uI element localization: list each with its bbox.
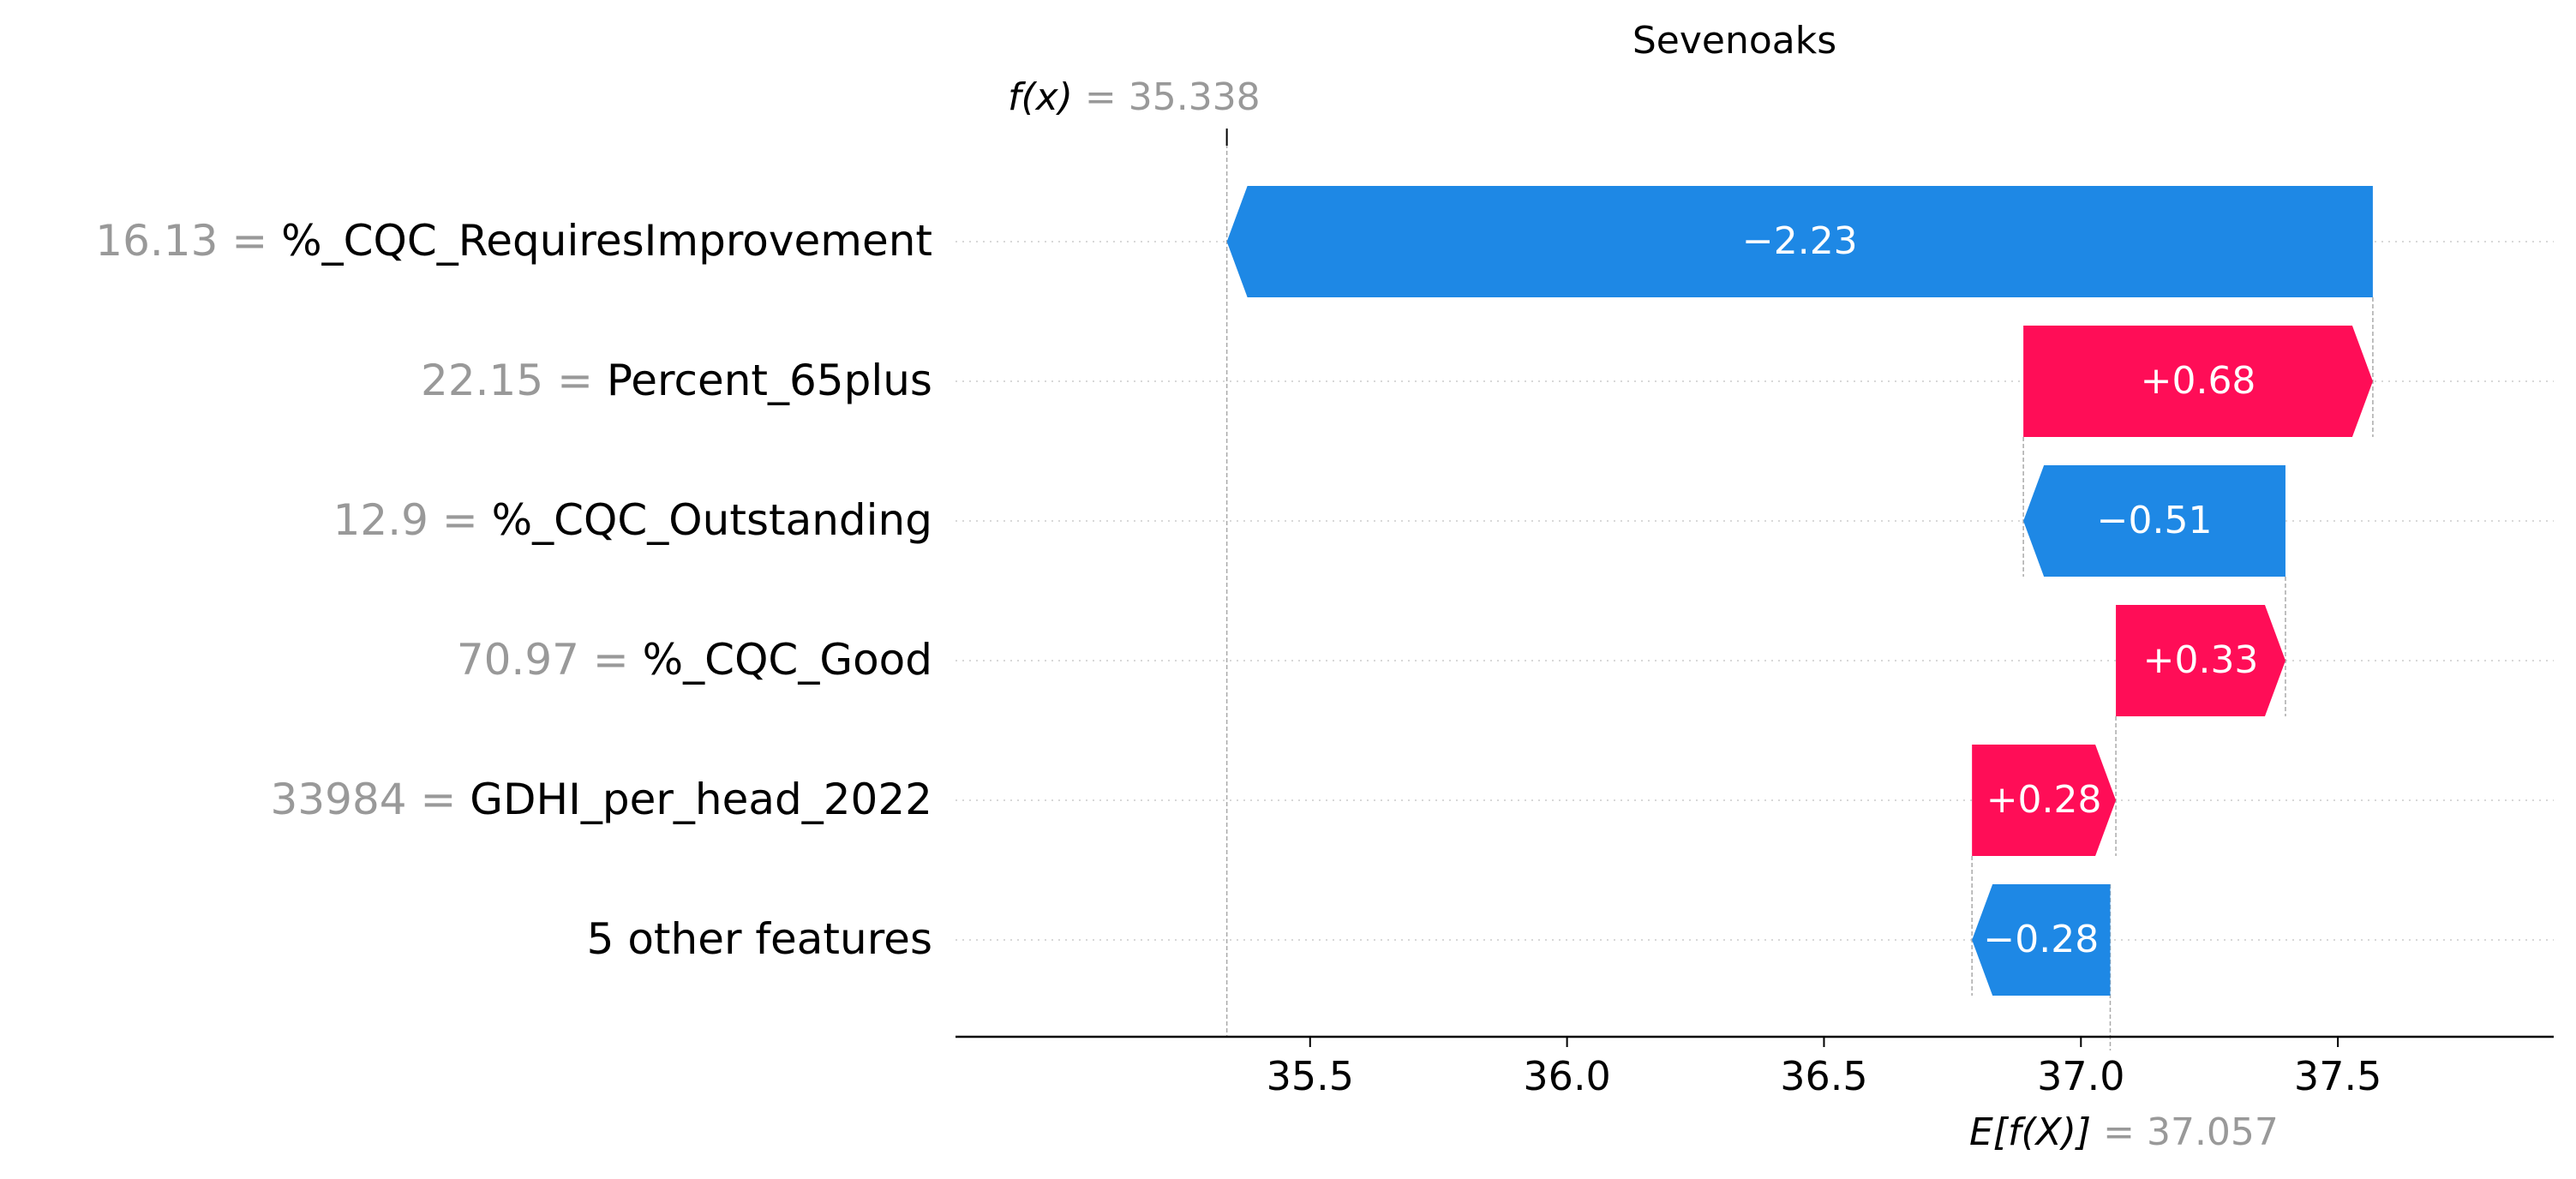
waterfall-bar: [2023, 465, 2285, 577]
fx-value: 35.338: [1129, 75, 1261, 119]
fx-annotation: f(x) = 35.338: [1008, 75, 1261, 119]
ex-equals: =: [2091, 1110, 2147, 1154]
fx-equals: =: [1073, 75, 1129, 119]
feature-value: 22.15 =: [421, 356, 607, 405]
feature-value: 33984 =: [271, 775, 470, 824]
feature-value: 12.9 =: [333, 495, 492, 545]
bar-value-label: −2.23: [1742, 219, 1858, 263]
bar-value-label: −0.51: [2097, 499, 2213, 542]
bar-value-label: +0.68: [2141, 359, 2256, 403]
waterfall-bar: [1972, 884, 2111, 996]
waterfall-bar: [2023, 326, 2373, 437]
ex-label: E[f(X)]: [1969, 1110, 2091, 1154]
feature-label: 33984 = GDHI_per_head_2022: [271, 775, 932, 824]
x-tick-label: 37.0: [2037, 1053, 2124, 1099]
x-tick-label: 36.5: [1780, 1053, 1867, 1099]
feature-label: 22.15 = Percent_65plus: [421, 356, 932, 405]
feature-name: Percent_65plus: [607, 356, 932, 405]
ex-value: 37.057: [2147, 1110, 2279, 1154]
waterfall-bar: [1226, 186, 2373, 297]
feature-name: GDHI_per_head_2022: [470, 775, 932, 824]
feature-label: 12.9 = %_CQC_Outstanding: [333, 495, 932, 545]
feature-label: 5 other features: [587, 914, 932, 964]
feature-name: %_CQC_Outstanding: [492, 495, 932, 545]
waterfall-bar: [2116, 605, 2285, 716]
chart-title: Sevenoaks: [1632, 19, 1836, 63]
bar-value-label: +0.28: [1986, 778, 2102, 822]
waterfall-bar: [1972, 745, 2117, 856]
ex-annotation: E[f(X)] = 37.057: [1969, 1110, 2279, 1154]
feature-value: 16.13 =: [95, 216, 281, 266]
x-tick-label: 37.5: [2294, 1053, 2381, 1099]
feature-name: %_CQC_Good: [643, 635, 932, 685]
x-tick-label: 35.5: [1267, 1053, 1354, 1099]
feature-name: %_CQC_RequiresImprovement: [281, 216, 932, 266]
feature-value: 70.97 =: [457, 635, 643, 685]
fx-label: f(x): [1008, 75, 1073, 119]
feature-label: 16.13 = %_CQC_RequiresImprovement: [95, 216, 932, 266]
bar-value-label: −0.28: [1983, 918, 2099, 961]
feature-name: 5 other features: [587, 914, 932, 964]
plot-area: −2.23 16.13 = %_CQC_RequiresImprovement +0…: [95, 129, 2554, 1099]
bar-value-label: +0.33: [2143, 638, 2259, 682]
feature-label: 70.97 = %_CQC_Good: [457, 635, 932, 685]
x-tick-label: 36.0: [1523, 1053, 1610, 1099]
